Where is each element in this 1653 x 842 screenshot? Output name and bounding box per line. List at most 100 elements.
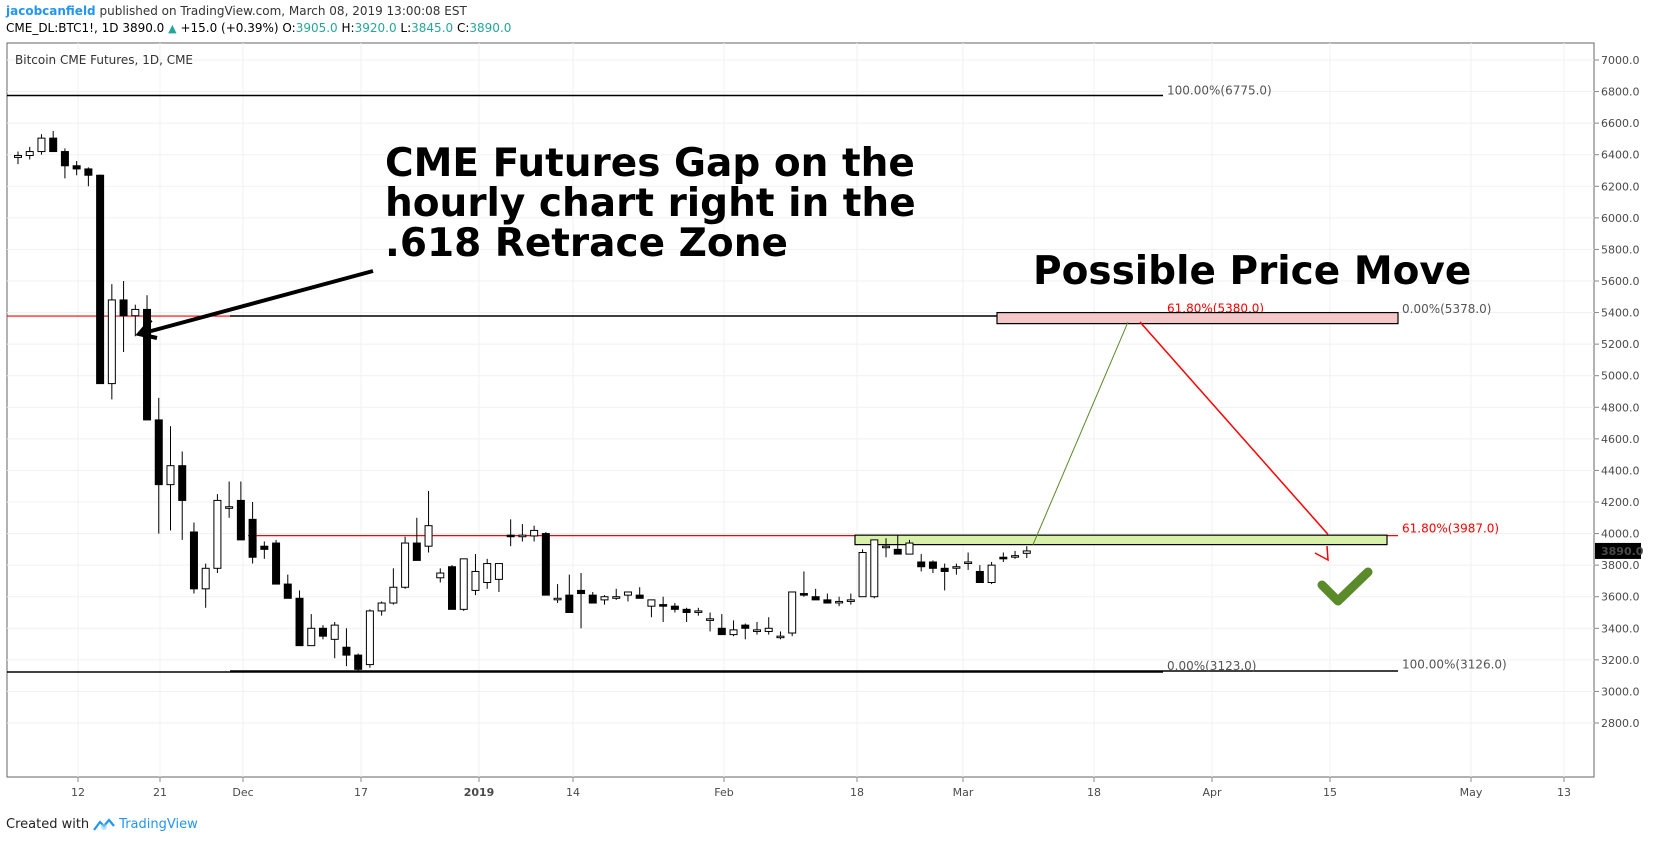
candle-body [295, 597, 304, 647]
time-tick-label: Apr [1202, 786, 1222, 799]
candle-body [307, 627, 316, 647]
candle-body [717, 627, 726, 636]
candle-body [588, 594, 597, 604]
candle-body [342, 646, 351, 656]
candle-body [448, 566, 457, 610]
time-tick-label: 12 [71, 786, 85, 799]
price-tick-label: 3400.0 [1601, 622, 1640, 635]
time-tick-label: Mar [953, 786, 974, 799]
price-change: +15.0 (+0.39%) [180, 21, 279, 35]
candle-body [776, 635, 785, 639]
candle-body [283, 583, 292, 599]
gap-annotation-line: hourly chart right in the [385, 181, 916, 226]
time-tick-label: Dec [232, 786, 253, 799]
candle-body [436, 572, 445, 579]
last-price: 3890.0 [122, 21, 165, 35]
candle-body [213, 499, 222, 569]
time-tick-label: 18 [850, 786, 864, 799]
candle-body [318, 627, 327, 637]
candle-body [483, 563, 492, 584]
price-tick-label: 4200.0 [1601, 496, 1640, 509]
candle-body [96, 174, 105, 385]
candle-body [60, 151, 69, 167]
projected-up-line [1032, 321, 1129, 545]
candle-body [682, 608, 691, 613]
candle-body [459, 558, 468, 610]
candle-body [846, 599, 855, 602]
price-tick-label: 5800.0 [1601, 243, 1640, 256]
candle-body [166, 465, 175, 486]
candle-body [131, 308, 140, 317]
zones [854, 311, 1399, 546]
fib-label-618: 61.80%(3987.0) [1402, 522, 1499, 536]
price-tick-label: 6600.0 [1601, 117, 1640, 130]
fib-label-0-bottom: 0.00%(3123.0) [1167, 659, 1256, 673]
gap-zone-rect [996, 311, 1399, 325]
created-with-text: Created with [6, 817, 90, 832]
candle-body [401, 542, 410, 588]
price-tick-label: 5000.0 [1601, 370, 1640, 383]
price-tick-label: 6000.0 [1601, 212, 1640, 225]
price-tick-label: 6200.0 [1601, 180, 1640, 193]
candle-body [530, 529, 539, 537]
price-tick-label: 3600.0 [1601, 591, 1640, 604]
candle-body [37, 137, 46, 153]
price-tick-label: 3800.0 [1601, 559, 1640, 572]
candle-body [143, 308, 152, 421]
candle-body [272, 542, 281, 585]
candle-body [858, 552, 867, 598]
candle-body [424, 525, 433, 547]
price-tick-label: 2800.0 [1601, 717, 1640, 730]
gap-arrow-line [139, 269, 374, 336]
candle-body [870, 539, 879, 598]
candle-body [694, 610, 703, 613]
candle-body [506, 534, 515, 538]
candle-body [811, 596, 820, 601]
candle-body [940, 567, 949, 572]
candle-body [577, 589, 586, 595]
candle-body [553, 597, 562, 601]
price-tick-label: 4400.0 [1601, 464, 1640, 477]
publish-info: jacobcanfield published on TradingView.c… [6, 4, 467, 18]
time-tick-label: 2019 [464, 786, 495, 799]
candle-body [14, 155, 22, 158]
candle-body [600, 596, 609, 601]
candle-body [377, 602, 386, 612]
price-tick-label: 6400.0 [1601, 149, 1640, 162]
price-tick-label: 5400.0 [1601, 307, 1640, 320]
up-triangle-icon: ▲ [168, 22, 177, 35]
candle-body [1011, 555, 1020, 558]
symbol-label: CME_DL:BTC1!, 1D [6, 21, 119, 35]
candle-body [975, 570, 984, 584]
price-tick-label: 6800.0 [1601, 86, 1640, 99]
candle-body [330, 624, 339, 640]
candle-body [893, 548, 902, 555]
candle-body [964, 561, 973, 564]
price-axis: 7000.0 6800.0 6600.0 6400.0 6200.0 6000.0 5800… [1594, 54, 1640, 730]
publish-text: published on TradingView.com, March 08, … [99, 4, 467, 18]
price-tick-label: 3200.0 [1601, 654, 1640, 667]
author-link[interactable]: jacobcanfield [6, 4, 96, 18]
candle-body [365, 610, 374, 666]
candle-body [729, 629, 738, 636]
tradingview-brand[interactable]: TradingView [119, 817, 198, 832]
candle-body [835, 600, 844, 604]
high-label: H: [341, 21, 355, 35]
candle-body [764, 627, 773, 632]
candle-body [565, 594, 574, 614]
gap-arrow-head [135, 318, 158, 340]
time-tick-label: 18 [1087, 786, 1101, 799]
last-price-badge [1595, 542, 1641, 559]
candle-body [823, 599, 832, 604]
candle-body [541, 533, 550, 596]
time-tick-label: 15 [1323, 786, 1337, 799]
candle-body [928, 561, 937, 569]
time-tick-label: 14 [566, 786, 580, 799]
candle-body [389, 586, 398, 604]
candle-body [225, 506, 234, 509]
candle-body [236, 499, 245, 541]
last-price-badge-text: 3890.0 [1601, 545, 1644, 558]
price-tick-label: 5600.0 [1601, 275, 1640, 288]
